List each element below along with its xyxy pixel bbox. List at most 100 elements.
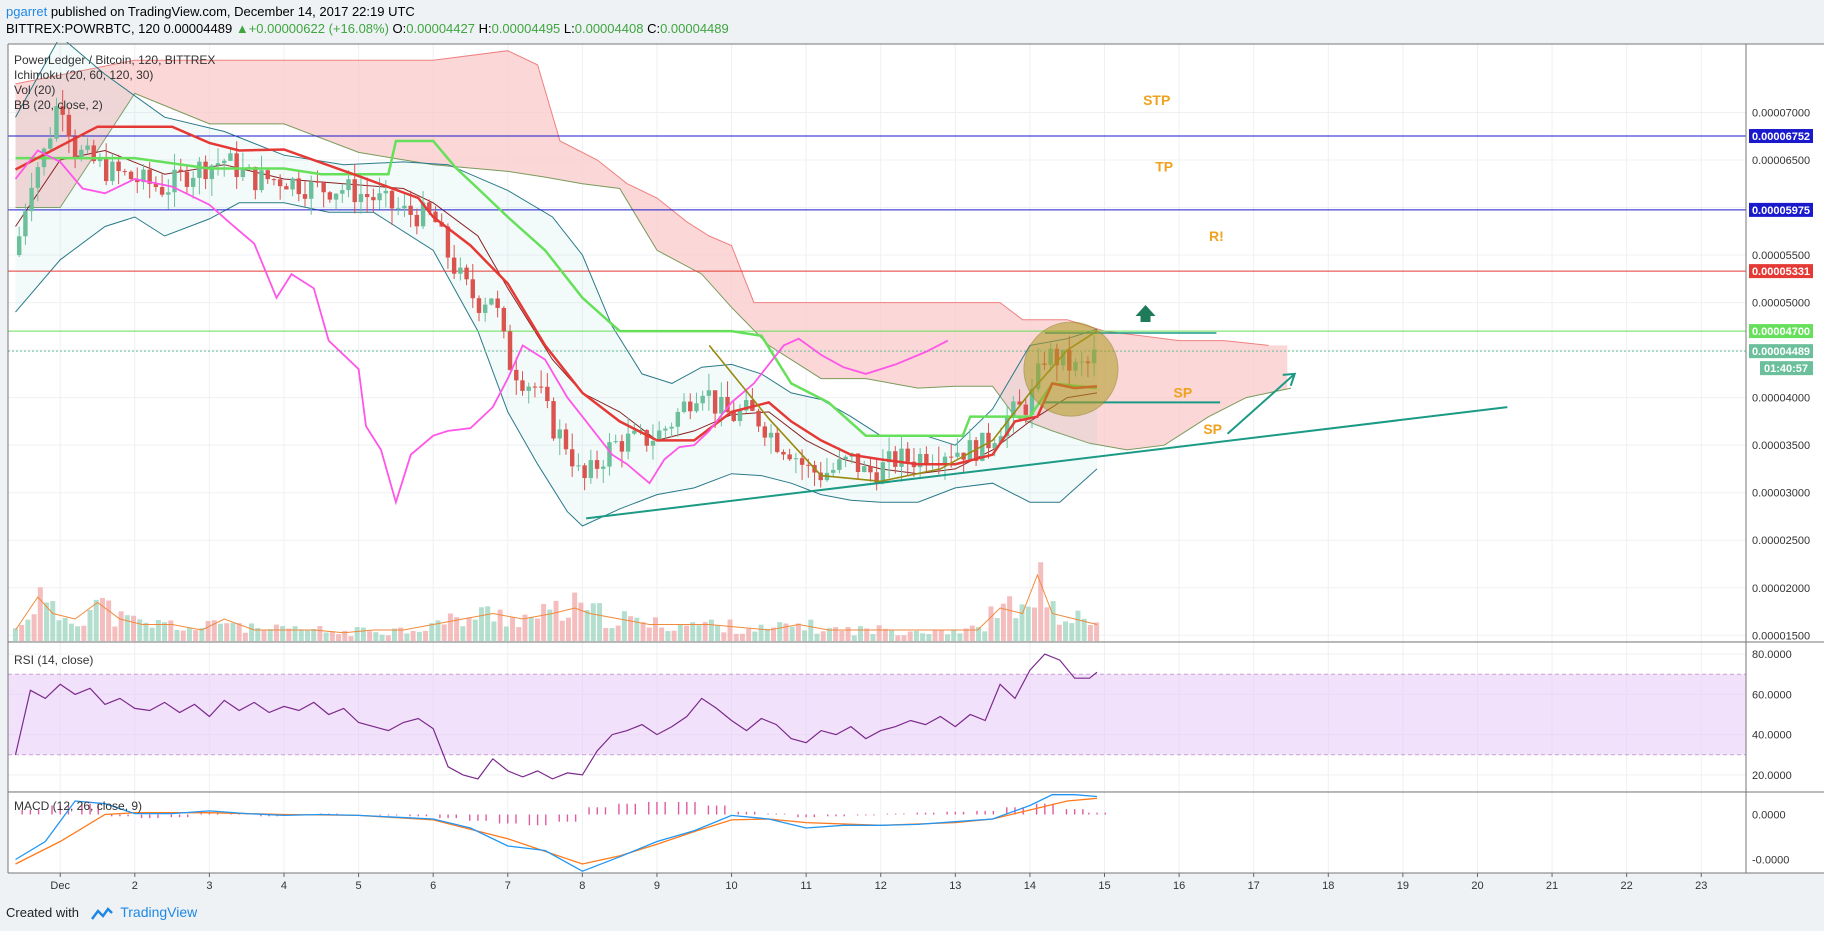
candle-body <box>855 453 861 472</box>
candle-body <box>551 401 556 439</box>
candle-body <box>532 386 538 388</box>
volume-bar <box>1075 610 1081 641</box>
candle-body <box>719 396 724 414</box>
volume-bar <box>56 620 62 641</box>
volume-bar <box>1087 625 1093 641</box>
candle-body <box>240 167 246 178</box>
candle-body <box>408 205 413 215</box>
volume-bar <box>62 617 68 641</box>
candle-body <box>427 202 432 212</box>
volume-bar <box>677 624 683 641</box>
time-tick-label: 23 <box>1695 880 1707 892</box>
rsi-pane[interactable]: 80.0000 60.0000 40.0000 20.0000 <box>8 642 1792 791</box>
volume-bar <box>783 623 789 641</box>
volume-bar <box>93 599 99 641</box>
volume-bar <box>721 632 727 641</box>
volume-bar <box>615 625 621 641</box>
macd-tick-label: -0.0000 <box>1752 855 1789 867</box>
price-tick-label: 0.00006500 <box>1752 155 1810 167</box>
candle-body <box>700 395 705 404</box>
candle-body <box>632 430 637 434</box>
volume-bar <box>963 628 969 641</box>
price-tick-label: 0.00005000 <box>1752 298 1810 310</box>
candle-body <box>464 267 469 280</box>
volume-bar <box>329 631 335 641</box>
candle-body <box>613 441 618 443</box>
candle-body <box>669 426 674 429</box>
candle-body <box>352 179 357 203</box>
candle-body <box>377 193 382 201</box>
time-tick-label: 11 <box>800 880 811 892</box>
time-tick-label: 12 <box>875 880 887 892</box>
volume-bar <box>1044 607 1050 641</box>
candle-body <box>899 448 904 467</box>
time-tick-label: 4 <box>281 880 287 892</box>
volume-bar <box>174 630 180 641</box>
volume-bar <box>168 620 174 641</box>
candle-body <box>868 466 873 473</box>
candle-body <box>48 138 53 149</box>
published-text: published on TradingView.com, December 1… <box>50 4 415 19</box>
volume-bar <box>808 619 814 641</box>
tradingview-link[interactable]: TradingView <box>120 904 198 920</box>
candle-body <box>880 462 886 484</box>
candle-body <box>986 432 991 449</box>
volume-bar <box>186 627 192 641</box>
volume-bar <box>901 635 907 641</box>
volume-bar <box>298 629 304 641</box>
candle-body <box>470 279 475 299</box>
candle-body <box>346 179 351 191</box>
candle-body <box>942 456 948 464</box>
support-trendline <box>585 406 1508 520</box>
volume-bar <box>286 628 292 641</box>
volume-bar <box>820 631 826 641</box>
volume-bar <box>889 630 895 641</box>
candle-body <box>638 430 643 432</box>
volume-bar <box>839 630 845 641</box>
volume-bar <box>510 617 516 641</box>
time-axis[interactable]: Dec 2 3 4 5 6 7 8 9 10 11 12 13 14 15 16 17 18 19 20 21 22 23 <box>7 43 1824 892</box>
price-line-tag-label: 0.00005331 <box>1752 266 1810 278</box>
candle-body <box>706 390 712 396</box>
open-label: O: <box>392 21 407 36</box>
candle-body <box>290 178 295 190</box>
cloud-span-b <box>15 92 1292 451</box>
volume-bar <box>292 626 298 641</box>
price-line-tag-label: 0.00006752 <box>1752 131 1810 143</box>
annotation-label: TP <box>1155 158 1173 174</box>
candle-body <box>650 441 656 446</box>
candle-body <box>60 106 65 115</box>
legend-bb: BB (20, close, 2) <box>14 98 103 112</box>
volume-bar <box>75 626 81 641</box>
candle-body <box>190 177 196 187</box>
time-tick-label: 20 <box>1471 880 1483 892</box>
volume-bar <box>273 624 279 641</box>
candle-body <box>402 205 407 209</box>
macd-pane[interactable]: 0.0000 -0.0000 <box>8 792 1789 873</box>
volume-bar <box>944 634 950 641</box>
candle-body <box>955 452 960 457</box>
candle-body <box>265 170 270 180</box>
candle-body <box>520 380 525 391</box>
volume-bar <box>957 633 963 641</box>
chart-canvas[interactable]: STPTPR!SPSP0.000070000.000065000.0000600… <box>0 42 1824 898</box>
time-tick-label: 2 <box>132 880 138 892</box>
volume-bar <box>826 628 832 641</box>
author-link[interactable]: pgarret <box>6 4 48 19</box>
candle-body <box>924 453 929 466</box>
candle-body <box>625 433 631 452</box>
volume-bar <box>385 635 391 641</box>
volume-bar <box>528 616 534 641</box>
macd-line <box>15 794 1098 872</box>
price-pane[interactable]: STPTPR!SPSP0.000070000.000065000.0000600… <box>8 42 1824 873</box>
candle-body <box>781 451 786 455</box>
candle-body <box>296 178 301 195</box>
candle-body <box>128 171 134 180</box>
candle-body <box>582 465 587 479</box>
volume-bar <box>746 628 752 641</box>
price-tick-label: 0.00005500 <box>1752 250 1810 262</box>
candle-body <box>663 428 668 431</box>
time-tick-label: Dec <box>50 880 70 892</box>
time-tick-label: 18 <box>1322 880 1334 892</box>
volume-bar <box>149 627 155 641</box>
